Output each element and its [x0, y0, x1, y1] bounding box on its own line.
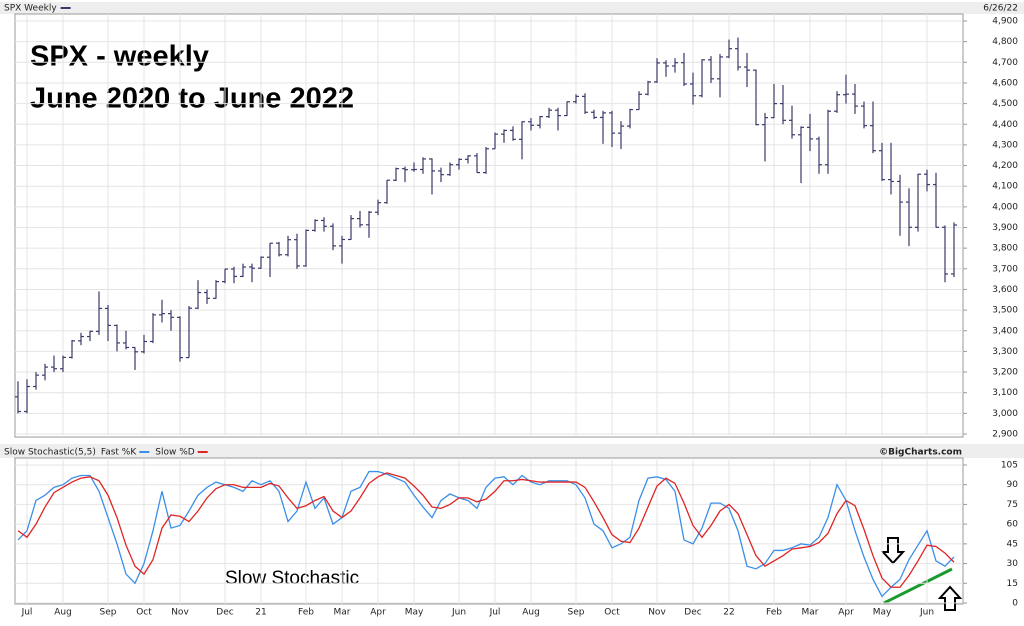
y-tick-label: 30	[1007, 559, 1019, 569]
y-tick-label: 105	[1001, 461, 1018, 471]
trend-line	[883, 567, 953, 605]
y-tick-label: 3,700	[992, 264, 1018, 274]
y-tick-label: 3,300	[992, 347, 1018, 357]
x-tick-label: Jun	[919, 608, 934, 618]
x-tick-label: Feb	[766, 608, 782, 618]
top-header	[0, 2, 1024, 14]
x-tick-label: Jul	[489, 608, 501, 618]
x-tick-label: Apr	[370, 608, 386, 618]
line-series	[17, 470, 955, 598]
x-tick-label: Dec	[216, 608, 233, 618]
y-tick-label: 4,100	[992, 182, 1018, 192]
y-tick-label: 90	[1007, 480, 1019, 490]
credit: ©BigCharts.com	[879, 448, 962, 458]
y-tick-label: 3,500	[992, 306, 1018, 316]
x-tick-label: 22	[723, 608, 734, 618]
y-tick-label: 45	[1007, 539, 1018, 549]
price-panel	[14, 13, 964, 438]
x-tick-label: Oct	[604, 608, 620, 618]
legend-label: Fast %K	[101, 448, 137, 458]
legend-label: SPX Weekly	[4, 4, 57, 14]
x-tick-label: Oct	[136, 608, 152, 618]
x-tick-label: Aug	[522, 608, 540, 618]
y-tick-label: 3,800	[992, 244, 1018, 254]
y-tick-label: 4,300	[992, 140, 1018, 150]
y-tick-label: 3,400	[992, 326, 1018, 336]
x-tick-label: Sep	[568, 608, 585, 618]
y-tick-label: 4,500	[992, 99, 1018, 109]
y-tick-label: 4,400	[992, 120, 1018, 130]
x-tick-label: May	[873, 608, 892, 618]
x-tick-label: Sep	[100, 608, 117, 618]
x-tick-label: Nov	[648, 608, 666, 618]
y-tick-label: 3,900	[992, 223, 1018, 233]
y-tick-label: 4,700	[992, 58, 1018, 68]
y-tick-label: 2,900	[992, 430, 1018, 440]
x-tick-label: Aug	[54, 608, 72, 618]
y-tick-label: 60	[1007, 520, 1019, 530]
stoch-header	[0, 444, 1024, 458]
stoch-panel	[14, 457, 964, 605]
annotation: SPX - weekly	[30, 41, 209, 73]
y-tick-label: 0	[1012, 599, 1018, 609]
y-tick-label: 15	[1007, 579, 1018, 589]
x-tick-label: May	[405, 608, 424, 618]
annotation: June 2020 to June 2022	[30, 83, 354, 115]
y-tick-label: 3,100	[992, 388, 1018, 398]
y-tick-label: 3,000	[992, 409, 1018, 419]
y-tick-label: 3,200	[992, 368, 1018, 378]
chart-date: 6/26/22	[983, 4, 1018, 14]
y-tick-label: 75	[1007, 500, 1018, 510]
y-tick-label: 3,600	[992, 285, 1018, 295]
x-tick-label: Jul	[21, 608, 33, 618]
y-tick-label: 4,600	[992, 78, 1018, 88]
line-series	[17, 472, 955, 588]
x-tick-label: 21	[255, 608, 266, 618]
x-tick-label: Feb	[298, 608, 314, 618]
y-tick-label: 4,200	[992, 161, 1018, 171]
y-tick-label: 4,000	[992, 202, 1018, 212]
x-tick-label: Jun	[451, 608, 466, 618]
plot-layer: 2,900 3,000 3,100 3,200 3,300 3,400 3,500 3,600…	[15, 14, 1018, 618]
x-tick-label: Apr	[838, 608, 854, 618]
x-tick-label: Mar	[334, 608, 351, 618]
annotation: Slow Stochastic	[225, 568, 359, 589]
x-tick-label: Nov	[171, 608, 189, 618]
up-arrow	[937, 585, 963, 611]
chart-title: Slow Stochastic(5,5)	[4, 448, 96, 458]
y-tick-label: 4,800	[992, 37, 1018, 47]
y-tick-label: 4,900	[992, 17, 1018, 27]
legend-label: Slow %D	[155, 448, 194, 458]
x-tick-label: Dec	[684, 608, 701, 618]
x-tick-label: Mar	[802, 608, 819, 618]
